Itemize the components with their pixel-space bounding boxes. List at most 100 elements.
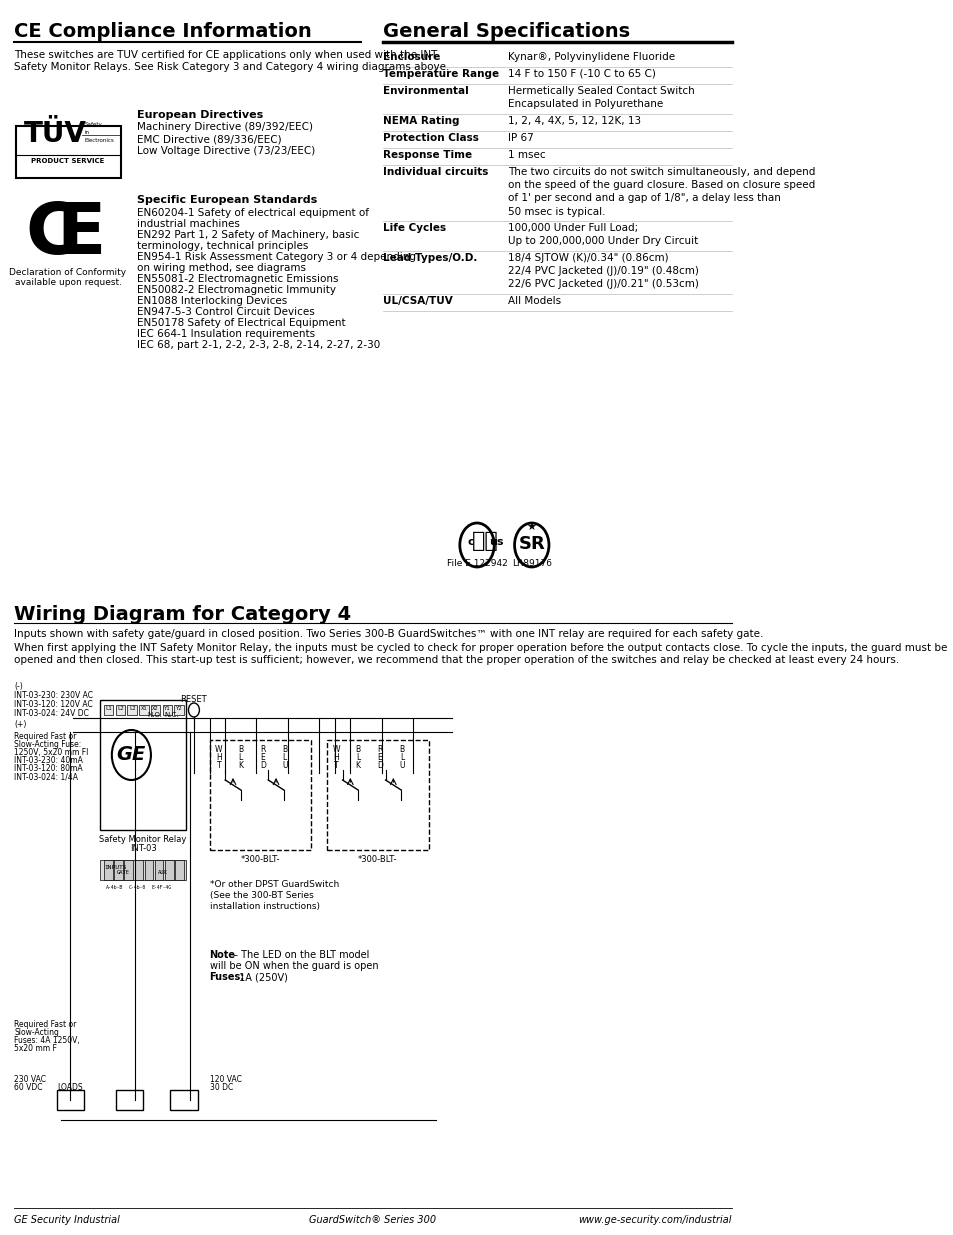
Text: EN292 Part 1, 2 Safety of Machinery, basic: EN292 Part 1, 2 Safety of Machinery, bas…: [136, 230, 359, 240]
Text: L: L: [399, 753, 404, 762]
Text: C-4b-0: C-4b-0: [129, 885, 146, 890]
Text: E-4F-4G: E-4F-4G: [151, 885, 171, 890]
Bar: [57, 1091, 85, 1110]
Text: PRODUCT SERVICE: PRODUCT SERVICE: [31, 158, 105, 164]
Text: B: B: [238, 745, 243, 755]
Text: H: H: [216, 753, 222, 762]
Text: Note: Note: [210, 950, 235, 960]
Text: L: L: [355, 753, 360, 762]
Text: When first applying the INT Safety Monitor Relay, the inputs must be cycled to c: When first applying the INT Safety Monit…: [14, 643, 946, 653]
Bar: [145, 860, 153, 881]
Text: Safety Monitor Relay: Safety Monitor Relay: [99, 835, 187, 844]
Text: GuardSwitch® Series 300: GuardSwitch® Series 300: [309, 1215, 436, 1225]
Bar: [100, 700, 186, 830]
Text: INT-03-230: 230V AC: INT-03-230: 230V AC: [14, 692, 93, 700]
Text: UL/CSA/TUV: UL/CSA/TUV: [383, 296, 453, 306]
Text: H: H: [333, 753, 338, 762]
Text: R: R: [260, 745, 265, 755]
Text: C: C: [25, 200, 78, 269]
Bar: [175, 860, 184, 881]
Text: 1A (250V): 1A (250V): [236, 972, 288, 982]
Text: – The LED on the BLT model: – The LED on the BLT model: [230, 950, 369, 960]
Bar: [327, 740, 428, 850]
Text: B: B: [282, 745, 287, 755]
Text: Safety Monitor Relays. See Risk Category 3 and Category 4 wiring diagrams above.: Safety Monitor Relays. See Risk Category…: [14, 62, 449, 72]
Text: K: K: [355, 761, 360, 769]
Text: EMC Directive (89/336/EEC): EMC Directive (89/336/EEC): [136, 135, 281, 144]
Text: www.ge-security.com/industrial: www.ge-security.com/industrial: [578, 1215, 731, 1225]
Text: ⓊⓄ: ⓊⓄ: [471, 531, 497, 551]
Bar: [162, 705, 172, 715]
Text: E: E: [56, 200, 106, 269]
Text: A-4b-B: A-4b-B: [106, 885, 123, 890]
Text: N.C.: N.C.: [165, 713, 179, 718]
Text: D: D: [376, 761, 382, 769]
Text: Specific European Standards: Specific European Standards: [136, 195, 316, 205]
Bar: [171, 1091, 197, 1110]
Bar: [115, 1091, 143, 1110]
Text: 30 DC: 30 DC: [210, 1083, 233, 1092]
Text: E: E: [377, 753, 382, 762]
Text: 1 msec: 1 msec: [508, 149, 545, 161]
Text: Slow-Acting: Slow-Acting: [14, 1028, 59, 1037]
Text: IEC 68, part 2-1, 2-2, 2-3, 2-8, 2-14, 2-27, 2-30: IEC 68, part 2-1, 2-2, 2-3, 2-8, 2-14, 2…: [136, 340, 379, 350]
Text: IEC 664-1 Insulation requirements: IEC 664-1 Insulation requirements: [136, 329, 314, 338]
Text: T: T: [216, 761, 221, 769]
Text: Required Fast or: Required Fast or: [14, 732, 76, 741]
Text: Required Fast or: Required Fast or: [14, 1020, 76, 1029]
Text: INT-03-120: 80mA: INT-03-120: 80mA: [14, 764, 83, 773]
Text: INT-03-230: 40mA: INT-03-230: 40mA: [14, 756, 83, 764]
Text: Wiring Diagram for Category 4: Wiring Diagram for Category 4: [14, 605, 351, 624]
Bar: [139, 705, 149, 715]
Bar: [115, 705, 125, 715]
Text: Environmental: Environmental: [383, 86, 469, 96]
Text: 18/4 SJTOW (K)/0.34" (0.86cm)
22/4 PVC Jacketed (J)/0.19" (0.48cm)
22/6 PVC Jack: 18/4 SJTOW (K)/0.34" (0.86cm) 22/4 PVC J…: [508, 253, 699, 289]
Text: N.O.: N.O.: [148, 713, 162, 718]
Text: GE: GE: [116, 745, 146, 764]
Text: c: c: [467, 537, 474, 547]
Bar: [124, 860, 132, 881]
Text: LOADS: LOADS: [57, 1083, 83, 1092]
Bar: [174, 705, 184, 715]
Text: B: B: [355, 745, 360, 755]
Text: NEMA Rating: NEMA Rating: [383, 116, 459, 126]
Text: L1: L1: [106, 706, 112, 711]
Bar: [154, 860, 163, 881]
Text: 1250V, 5x20 mm FI: 1250V, 5x20 mm FI: [14, 748, 89, 757]
Text: 100,000 Under Full Load;
Up to 200,000,000 Under Dry Circuit: 100,000 Under Full Load; Up to 200,000,0…: [508, 224, 698, 246]
Text: TÜV: TÜV: [24, 120, 86, 148]
Text: CE Compliance Information: CE Compliance Information: [14, 22, 312, 41]
Text: The two circuits do not switch simultaneously, and depend
on the speed of the gu: The two circuits do not switch simultane…: [508, 167, 815, 216]
Text: Machinery Directive (89/392/EEC): Machinery Directive (89/392/EEC): [136, 122, 313, 132]
Text: SR: SR: [517, 535, 544, 553]
Text: EN947-5-3 Control Circuit Devices: EN947-5-3 Control Circuit Devices: [136, 308, 314, 317]
Text: (-): (-): [14, 682, 23, 692]
Text: Safety: Safety: [85, 122, 102, 127]
Text: Y1: Y1: [164, 706, 171, 711]
Text: L2: L2: [117, 706, 124, 711]
Text: General Specifications: General Specifications: [383, 22, 630, 41]
Text: Kynar®, Polyvinylidene Fluoride: Kynar®, Polyvinylidene Fluoride: [508, 52, 675, 62]
Text: Individual circuits: Individual circuits: [383, 167, 488, 177]
Text: us: us: [489, 537, 503, 547]
Text: Y2: Y2: [175, 706, 182, 711]
Bar: [128, 705, 136, 715]
Text: will be ON when the guard is open: will be ON when the guard is open: [210, 961, 377, 971]
Text: Response Time: Response Time: [383, 149, 472, 161]
Text: (+): (+): [14, 720, 27, 729]
Text: GATE: GATE: [117, 869, 130, 876]
Text: L2: L2: [129, 706, 135, 711]
Text: L: L: [282, 753, 287, 762]
Text: installation instructions): installation instructions): [210, 902, 319, 911]
Text: in: in: [85, 130, 90, 135]
Text: INPUTS: INPUTS: [104, 864, 127, 869]
Text: Fuses: 4A 1250V,: Fuses: 4A 1250V,: [14, 1036, 80, 1045]
Text: EN50082-2 Electromagnetic Immunity: EN50082-2 Electromagnetic Immunity: [136, 285, 335, 295]
Text: EN954-1 Risk Assessment Category 3 or 4 depending: EN954-1 Risk Assessment Category 3 or 4 …: [136, 252, 416, 262]
Text: (See the 300-BT Series: (See the 300-BT Series: [210, 890, 313, 900]
Text: Temperature Range: Temperature Range: [383, 69, 498, 79]
Bar: [165, 860, 173, 881]
Text: Protection Class: Protection Class: [383, 133, 478, 143]
Text: Electronics: Electronics: [85, 138, 114, 143]
Text: E: E: [260, 753, 265, 762]
